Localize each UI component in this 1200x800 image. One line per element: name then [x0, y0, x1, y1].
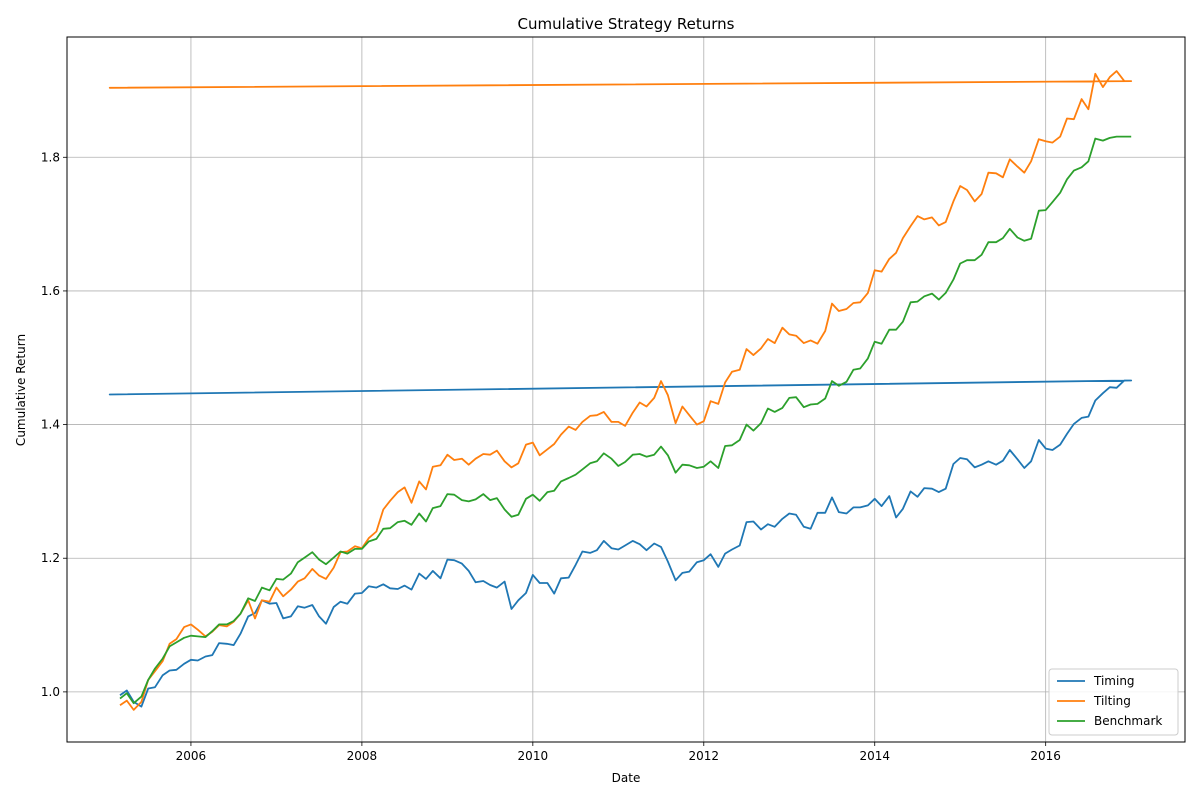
plot-frame	[66, 36, 1186, 743]
legend-box	[1048, 668, 1179, 736]
y-tick-label: 1.4	[41, 418, 60, 432]
x-tick-label: 2008	[347, 749, 378, 763]
y-tick-label: 1.8	[41, 150, 60, 164]
series-line-tilting	[108, 70, 1133, 711]
x-axis-label: Date	[612, 771, 641, 785]
legend-label-timing: Timing	[1093, 674, 1135, 688]
series-layer	[108, 70, 1133, 711]
x-tick-label: 2016	[1030, 749, 1061, 763]
x-tick-label: 2012	[689, 749, 720, 763]
x-tick-label: 2010	[518, 749, 549, 763]
y-axis: 1.0 1.2 1.4 1.6 1.8	[41, 150, 67, 699]
x-tick-label: 2006	[176, 749, 207, 763]
y-axis-label: Cumulative Return	[14, 334, 28, 446]
y-tick-label: 1.0	[41, 685, 60, 699]
series-line-benchmark	[119, 135, 1132, 705]
chart-title: Cumulative Strategy Returns	[517, 15, 734, 33]
x-axis: 2006 2008 2010 2012 2014 2016	[176, 742, 1061, 763]
y-tick-label: 1.2	[41, 551, 60, 565]
y-tick-label: 1.6	[41, 284, 60, 298]
legend-label-benchmark: Benchmark	[1094, 714, 1162, 728]
x-tick-label: 2014	[859, 749, 890, 763]
legend-label-tilting: Tilting	[1093, 694, 1131, 708]
legend: Timing Tilting Benchmark	[1048, 668, 1179, 736]
series-line-timing	[108, 379, 1133, 708]
